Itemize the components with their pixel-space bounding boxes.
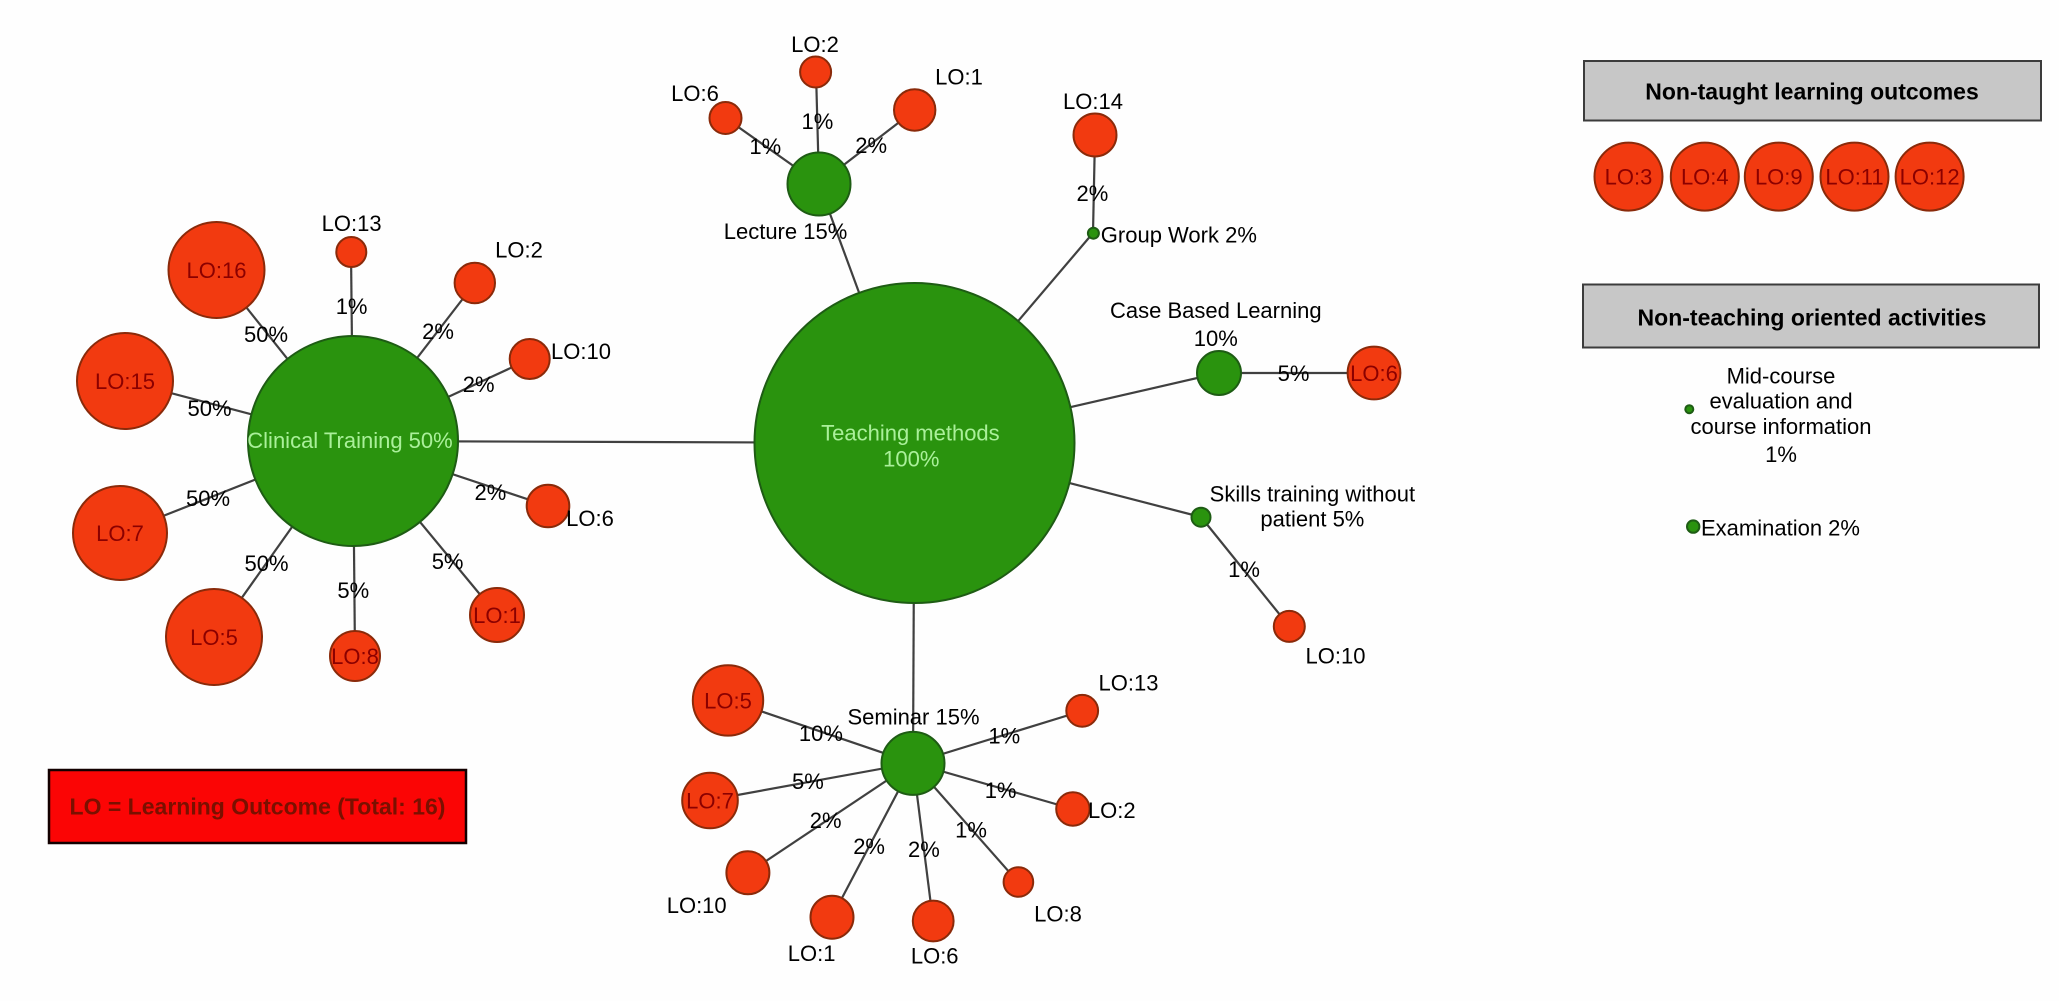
svg-text:2%: 2% xyxy=(810,808,842,833)
svg-text:LO:1: LO:1 xyxy=(788,941,836,966)
svg-text:Non-teaching oriented activiti: Non-teaching oriented activities xyxy=(1638,305,1987,331)
svg-text:10%: 10% xyxy=(1194,326,1238,351)
svg-text:5%: 5% xyxy=(1278,361,1310,386)
svg-text:5%: 5% xyxy=(337,578,369,603)
svg-text:LO:13: LO:13 xyxy=(1099,671,1159,696)
svg-text:LO:16: LO:16 xyxy=(187,258,247,283)
svg-text:Group Work 2%: Group Work 2% xyxy=(1101,223,1257,248)
svg-text:LO:5: LO:5 xyxy=(190,625,238,650)
svg-text:LO:13: LO:13 xyxy=(322,211,382,236)
svg-text:patient 5%: patient 5% xyxy=(1260,507,1364,532)
svg-text:LO:10: LO:10 xyxy=(1306,644,1366,669)
svg-text:1%: 1% xyxy=(988,724,1020,749)
svg-text:LO:3: LO:3 xyxy=(1605,165,1653,190)
svg-text:LO:6: LO:6 xyxy=(566,506,614,531)
svg-text:Case Based Learning: Case Based Learning xyxy=(1110,298,1322,323)
svg-text:course information: course information xyxy=(1691,414,1872,439)
svg-text:LO:6: LO:6 xyxy=(671,81,719,106)
svg-text:Non-taught learning outcomes: Non-taught learning outcomes xyxy=(1645,79,1979,105)
svg-text:Clinical Training 50%: Clinical Training 50% xyxy=(247,428,452,453)
svg-text:LO:8: LO:8 xyxy=(1034,902,1082,927)
svg-text:LO:1: LO:1 xyxy=(473,603,521,628)
svg-text:50%: 50% xyxy=(186,486,230,511)
svg-text:2%: 2% xyxy=(422,319,454,344)
svg-text:LO:6: LO:6 xyxy=(1350,361,1398,386)
svg-text:evaluation and: evaluation and xyxy=(1709,389,1852,414)
svg-text:LO:12: LO:12 xyxy=(1900,165,1960,190)
svg-text:LO:7: LO:7 xyxy=(686,789,734,814)
svg-text:LO:14: LO:14 xyxy=(1063,89,1123,114)
svg-text:LO:11: LO:11 xyxy=(1825,165,1883,190)
svg-text:LO:7: LO:7 xyxy=(96,521,144,546)
svg-text:Examination 2%: Examination 2% xyxy=(1701,516,1860,541)
svg-text:LO:4: LO:4 xyxy=(1681,165,1729,190)
svg-text:50%: 50% xyxy=(244,322,288,347)
svg-text:50%: 50% xyxy=(244,551,288,576)
svg-text:LO:2: LO:2 xyxy=(1088,798,1136,823)
svg-text:100%: 100% xyxy=(883,446,939,471)
svg-text:LO:9: LO:9 xyxy=(1755,165,1803,190)
svg-text:LO:15: LO:15 xyxy=(95,369,155,394)
svg-text:5%: 5% xyxy=(792,769,824,794)
svg-text:LO = Learning Outcome (Total:: LO = Learning Outcome (Total: 16) xyxy=(70,794,446,820)
svg-text:Skills training without: Skills training without xyxy=(1210,481,1415,506)
svg-text:2%: 2% xyxy=(908,837,940,862)
svg-text:2%: 2% xyxy=(855,133,887,158)
svg-text:LO:10: LO:10 xyxy=(551,339,611,364)
svg-text:1%: 1% xyxy=(955,817,987,842)
svg-text:LO:1: LO:1 xyxy=(935,65,983,90)
svg-text:2%: 2% xyxy=(1077,181,1109,206)
svg-text:1%: 1% xyxy=(985,778,1017,803)
svg-text:1%: 1% xyxy=(1228,557,1260,582)
svg-text:2%: 2% xyxy=(463,372,495,397)
svg-text:Teaching methods: Teaching methods xyxy=(821,420,1000,445)
svg-text:Lecture 15%: Lecture 15% xyxy=(724,219,848,244)
svg-text:10%: 10% xyxy=(799,721,843,746)
svg-text:LO:2: LO:2 xyxy=(495,238,543,263)
svg-text:1%: 1% xyxy=(749,134,781,159)
svg-text:Mid-course: Mid-course xyxy=(1727,364,1836,389)
svg-text:1%: 1% xyxy=(1765,442,1797,467)
svg-text:LO:10: LO:10 xyxy=(667,893,727,918)
svg-text:LO:5: LO:5 xyxy=(704,688,752,713)
svg-text:2%: 2% xyxy=(475,480,507,505)
svg-text:50%: 50% xyxy=(187,396,231,421)
svg-text:Seminar 15%: Seminar 15% xyxy=(847,704,979,729)
svg-text:2%: 2% xyxy=(853,834,885,859)
svg-text:LO:2: LO:2 xyxy=(791,32,839,57)
svg-text:1%: 1% xyxy=(336,294,368,319)
svg-text:5%: 5% xyxy=(432,549,464,574)
svg-text:LO:8: LO:8 xyxy=(331,644,379,669)
svg-text:LO:6: LO:6 xyxy=(911,943,959,968)
svg-text:1%: 1% xyxy=(802,109,834,134)
